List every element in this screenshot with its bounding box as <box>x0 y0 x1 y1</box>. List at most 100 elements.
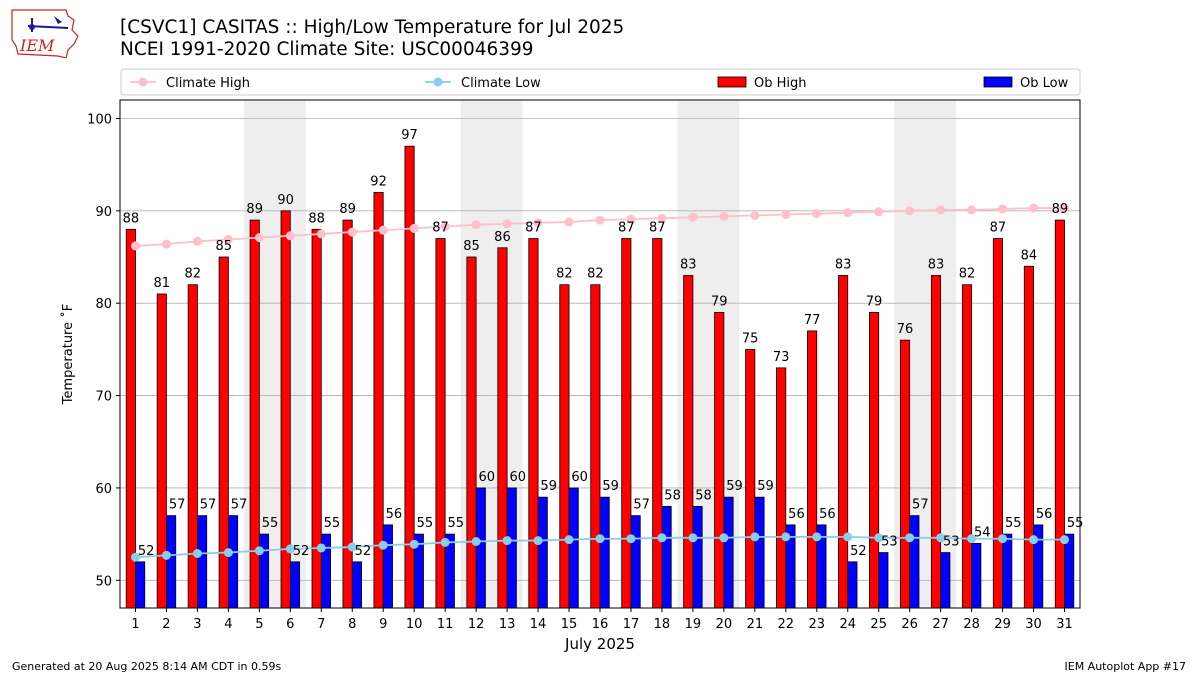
climate-low-point <box>347 542 357 552</box>
ob-low-label: 53 <box>881 535 898 550</box>
ob-low-bar <box>630 515 641 609</box>
climate-high-point <box>161 239 171 249</box>
x-tick-label: 4 <box>224 617 232 632</box>
x-tick-label: 18 <box>654 617 671 632</box>
climate-high-point <box>285 231 295 241</box>
ob-high-bar <box>807 330 818 609</box>
ob-high-bar <box>652 238 663 609</box>
y-axis-label: Temperature ˚F <box>60 304 76 405</box>
ob-low-bar <box>537 496 548 609</box>
x-tick-label: 6 <box>286 617 294 632</box>
ob-low-bar <box>661 505 672 609</box>
x-tick-label: 9 <box>379 617 387 632</box>
x-tick-label: 8 <box>348 617 356 632</box>
ob-high-label: 89 <box>1052 202 1069 217</box>
ob-low-label: 53 <box>943 535 960 550</box>
x-tick-label: 20 <box>716 617 733 632</box>
ob-low-bar <box>692 505 703 609</box>
ob-high-label: 89 <box>339 202 356 217</box>
climate-low-point <box>471 536 481 546</box>
climate-high-point <box>1029 203 1039 213</box>
climate-high-point <box>843 208 853 218</box>
ob-high-label: 73 <box>773 350 790 365</box>
ob-low-bar <box>1064 533 1075 609</box>
legend-box <box>120 68 1081 96</box>
ob-high-label: 87 <box>432 221 449 236</box>
ob-low-label: 59 <box>726 479 743 494</box>
legend-ob-low-label: Ob Low <box>1020 76 1069 91</box>
x-tick-label: 29 <box>994 617 1011 632</box>
x-tick-label: 26 <box>901 617 918 632</box>
climate-high-point <box>316 229 326 239</box>
ob-low-label: 57 <box>912 498 929 513</box>
climate-high-point <box>564 217 574 227</box>
ob-low-label: 55 <box>324 516 341 531</box>
climate-high-point <box>657 213 667 223</box>
ob-high-bar <box>992 238 1003 609</box>
ob-high-label: 85 <box>463 239 480 254</box>
climate-high-point <box>905 206 915 216</box>
climate-high-point <box>1060 203 1070 213</box>
ob-high-bar <box>559 284 570 609</box>
ob-low-bar <box>723 496 734 609</box>
climate-high-point <box>688 212 698 222</box>
y-tick-label: 70 <box>95 390 112 405</box>
ob-low-label: 55 <box>262 516 279 531</box>
ob-high-bar <box>930 275 942 609</box>
legend-ob-low-swatch <box>983 76 1013 88</box>
ob-low-bar <box>940 552 951 609</box>
climate-low-point <box>936 533 946 543</box>
climate-low-point <box>874 533 884 543</box>
ob-high-bar <box>1023 265 1034 609</box>
x-tick-label: 21 <box>747 617 764 632</box>
climate-low-point <box>564 535 574 545</box>
y-tick-label: 60 <box>95 482 112 497</box>
x-tick-label: 2 <box>162 617 170 632</box>
app-footer: IEM Autoplot App #17 <box>1064 660 1187 673</box>
climate-low-point <box>843 532 853 542</box>
x-tick-label: 13 <box>499 617 516 632</box>
ob-high-label: 84 <box>1021 248 1038 263</box>
climate-low-point <box>533 536 543 546</box>
ob-high-label: 75 <box>742 331 759 346</box>
ob-low-bar <box>971 542 982 609</box>
ob-high-bar <box>745 348 756 609</box>
x-tick-label: 17 <box>623 617 640 632</box>
ob-low-label: 56 <box>788 507 805 522</box>
climate-high-point <box>409 223 419 233</box>
ob-low-label: 59 <box>757 479 774 494</box>
ob-high-label: 85 <box>215 239 232 254</box>
ob-high-label: 87 <box>990 221 1007 236</box>
x-tick-label: 10 <box>406 617 423 632</box>
ob-low-label: 55 <box>448 516 465 531</box>
ob-high-bar <box>590 284 601 609</box>
ob-high-label: 87 <box>525 221 542 236</box>
climate-low-point <box>688 533 698 543</box>
climate-low-point <box>502 536 512 546</box>
ob-low-bar <box>754 496 765 609</box>
chart-title: [CSVC1] CASITAS :: High/Low Temperature … <box>120 17 624 61</box>
ob-high-bar <box>621 238 632 609</box>
ob-low-bar <box>166 515 177 609</box>
ob-high-bar <box>528 238 539 609</box>
ob-low-label: 52 <box>850 544 867 559</box>
ob-high-bar <box>466 256 477 609</box>
ob-low-label: 55 <box>1005 516 1022 531</box>
ob-high-label: 83 <box>928 257 945 272</box>
legend-climate-high-marker <box>138 77 148 87</box>
climate-high-point <box>471 220 481 230</box>
ob-low-label: 58 <box>664 488 681 503</box>
climate-high-point <box>378 225 388 235</box>
x-tick-label: 31 <box>1056 617 1073 632</box>
ob-high-label: 86 <box>494 230 511 245</box>
climate-low-point <box>657 533 667 543</box>
ob-low-bar <box>382 524 393 609</box>
x-tick-label: 11 <box>437 617 454 632</box>
climate-high-point <box>967 205 977 215</box>
ob-low-label: 57 <box>169 498 186 513</box>
x-tick-label: 14 <box>530 617 547 632</box>
ob-high-label: 81 <box>154 276 171 291</box>
climate-low-point <box>130 552 140 562</box>
ob-low-label: 60 <box>509 470 526 485</box>
ob-low-bar <box>599 496 610 609</box>
